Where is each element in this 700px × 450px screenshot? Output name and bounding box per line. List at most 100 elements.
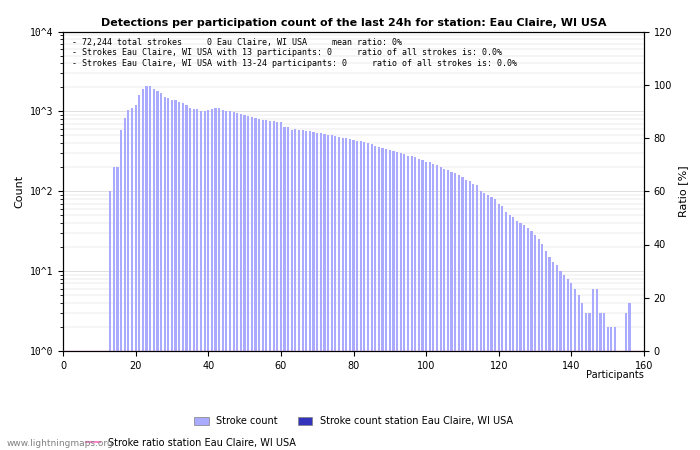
Bar: [584, 313, 587, 450]
Bar: [229, 112, 231, 450]
Bar: [476, 185, 478, 450]
Legend: Stroke ratio station Eau Claire, WI USA: Stroke ratio station Eau Claire, WI USA: [82, 434, 300, 450]
Bar: [146, 86, 148, 450]
Bar: [563, 275, 565, 450]
Bar: [211, 109, 213, 450]
Bar: [512, 217, 514, 450]
Bar: [473, 184, 475, 450]
Bar: [389, 150, 391, 450]
Bar: [526, 228, 529, 450]
Bar: [385, 149, 387, 450]
Bar: [171, 100, 173, 450]
Bar: [632, 351, 634, 450]
Bar: [410, 156, 413, 450]
Bar: [258, 119, 260, 450]
Bar: [287, 127, 289, 450]
Bar: [428, 162, 430, 450]
Bar: [378, 147, 380, 450]
Bar: [498, 203, 500, 450]
Bar: [186, 105, 188, 450]
Bar: [538, 239, 540, 450]
Bar: [134, 105, 136, 450]
Bar: [316, 133, 319, 450]
Bar: [491, 197, 493, 450]
Bar: [400, 153, 402, 450]
Bar: [603, 313, 605, 450]
Bar: [458, 175, 460, 450]
Bar: [149, 86, 151, 450]
Bar: [574, 289, 576, 450]
Bar: [418, 159, 420, 450]
Bar: [599, 313, 601, 450]
Bar: [251, 117, 253, 450]
Title: Detections per participation count of the last 24h for station: Eau Claire, WI U: Detections per participation count of th…: [101, 18, 606, 28]
Text: www.lightningmaps.org: www.lightningmaps.org: [7, 439, 113, 448]
Bar: [494, 199, 496, 450]
Bar: [567, 279, 569, 450]
Bar: [421, 160, 424, 450]
Bar: [545, 251, 547, 450]
Bar: [370, 144, 372, 450]
Bar: [323, 134, 326, 450]
Bar: [483, 193, 485, 450]
Bar: [531, 231, 533, 450]
Bar: [330, 135, 332, 450]
Bar: [461, 177, 463, 450]
Bar: [276, 122, 279, 450]
Bar: [345, 138, 347, 450]
Y-axis label: Ratio [%]: Ratio [%]: [678, 166, 688, 217]
Bar: [265, 121, 267, 450]
Bar: [589, 313, 591, 450]
Bar: [240, 113, 242, 450]
Bar: [549, 257, 551, 450]
Bar: [338, 137, 340, 450]
Bar: [131, 108, 133, 450]
Bar: [153, 89, 155, 450]
Bar: [559, 271, 561, 450]
Bar: [403, 154, 405, 450]
Bar: [607, 327, 609, 450]
Bar: [232, 112, 234, 450]
Bar: [247, 116, 249, 450]
Bar: [236, 113, 239, 450]
Bar: [396, 152, 398, 450]
Bar: [222, 110, 224, 450]
Bar: [367, 143, 369, 450]
Bar: [305, 131, 307, 450]
Bar: [578, 295, 580, 450]
Bar: [335, 136, 337, 450]
Bar: [196, 109, 198, 450]
Bar: [116, 167, 118, 450]
Bar: [433, 164, 435, 450]
Bar: [272, 122, 274, 450]
Bar: [629, 303, 631, 450]
Bar: [269, 121, 271, 450]
Bar: [363, 142, 365, 450]
Bar: [443, 169, 445, 450]
Bar: [617, 351, 620, 450]
Bar: [393, 151, 395, 450]
Bar: [262, 120, 264, 450]
Bar: [284, 127, 286, 450]
Bar: [294, 129, 297, 450]
Bar: [468, 181, 471, 450]
Bar: [160, 93, 162, 450]
Text: - 72,244 total strokes     0 Eau Claire, WI USA     mean ratio: 0%
- Strokes Eau: - 72,244 total strokes 0 Eau Claire, WI …: [71, 38, 517, 68]
Bar: [244, 115, 246, 450]
Bar: [298, 130, 300, 450]
Bar: [174, 100, 176, 450]
Bar: [407, 156, 409, 450]
Bar: [109, 191, 111, 450]
Bar: [200, 111, 202, 450]
Bar: [436, 165, 438, 450]
Bar: [124, 118, 126, 450]
Bar: [352, 140, 355, 450]
Bar: [342, 138, 344, 450]
Bar: [254, 118, 256, 450]
Bar: [414, 158, 416, 450]
Bar: [454, 173, 456, 450]
Bar: [225, 111, 228, 450]
Bar: [374, 146, 377, 450]
Bar: [320, 133, 322, 450]
Bar: [302, 130, 304, 450]
